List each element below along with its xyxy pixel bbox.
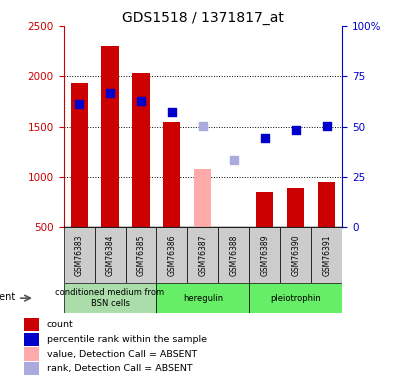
Bar <box>70 83 88 227</box>
Bar <box>225 227 242 272</box>
Bar <box>310 227 342 283</box>
Bar <box>163 122 180 227</box>
Point <box>261 135 267 141</box>
Bar <box>249 227 280 283</box>
Point <box>323 123 329 129</box>
Point <box>137 99 144 105</box>
Point <box>76 102 82 108</box>
Text: GSM76388: GSM76388 <box>229 234 238 276</box>
Text: count: count <box>47 320 73 329</box>
Bar <box>317 182 335 227</box>
Bar <box>249 283 342 313</box>
Point <box>168 108 175 114</box>
Bar <box>187 227 218 283</box>
Text: heregulin: heregulin <box>182 294 222 303</box>
Bar <box>94 227 125 283</box>
Bar <box>63 227 94 283</box>
Text: GSM76384: GSM76384 <box>105 234 114 276</box>
Text: GSM76390: GSM76390 <box>291 234 300 276</box>
Bar <box>101 46 118 227</box>
Bar <box>256 192 273 227</box>
Bar <box>24 347 39 361</box>
Point <box>230 157 237 163</box>
Bar <box>24 318 39 331</box>
Bar <box>287 188 303 227</box>
Text: GSM76386: GSM76386 <box>167 234 176 276</box>
Text: agent: agent <box>0 292 16 302</box>
Point <box>292 127 299 133</box>
Text: GSM76385: GSM76385 <box>136 234 145 276</box>
Text: GSM76391: GSM76391 <box>321 234 330 276</box>
Title: GDS1518 / 1371817_at: GDS1518 / 1371817_at <box>122 11 283 25</box>
Text: pleiotrophin: pleiotrophin <box>270 294 321 303</box>
Bar <box>132 74 149 227</box>
Bar <box>280 227 310 283</box>
Text: percentile rank within the sample: percentile rank within the sample <box>47 335 206 344</box>
Bar <box>218 227 249 283</box>
Bar <box>63 283 156 313</box>
Bar <box>24 362 39 375</box>
Text: GSM76387: GSM76387 <box>198 234 207 276</box>
Text: conditioned medium from
BSN cells: conditioned medium from BSN cells <box>55 288 164 308</box>
Bar <box>156 227 187 283</box>
Text: rank, Detection Call = ABSENT: rank, Detection Call = ABSENT <box>47 364 192 373</box>
Bar <box>156 283 249 313</box>
Point <box>106 90 113 96</box>
Point <box>199 123 206 129</box>
Bar <box>194 169 211 227</box>
Bar <box>125 227 156 283</box>
Bar <box>24 333 39 346</box>
Text: GSM76389: GSM76389 <box>260 234 269 276</box>
Text: GSM76383: GSM76383 <box>74 234 83 276</box>
Text: value, Detection Call = ABSENT: value, Detection Call = ABSENT <box>47 350 196 358</box>
